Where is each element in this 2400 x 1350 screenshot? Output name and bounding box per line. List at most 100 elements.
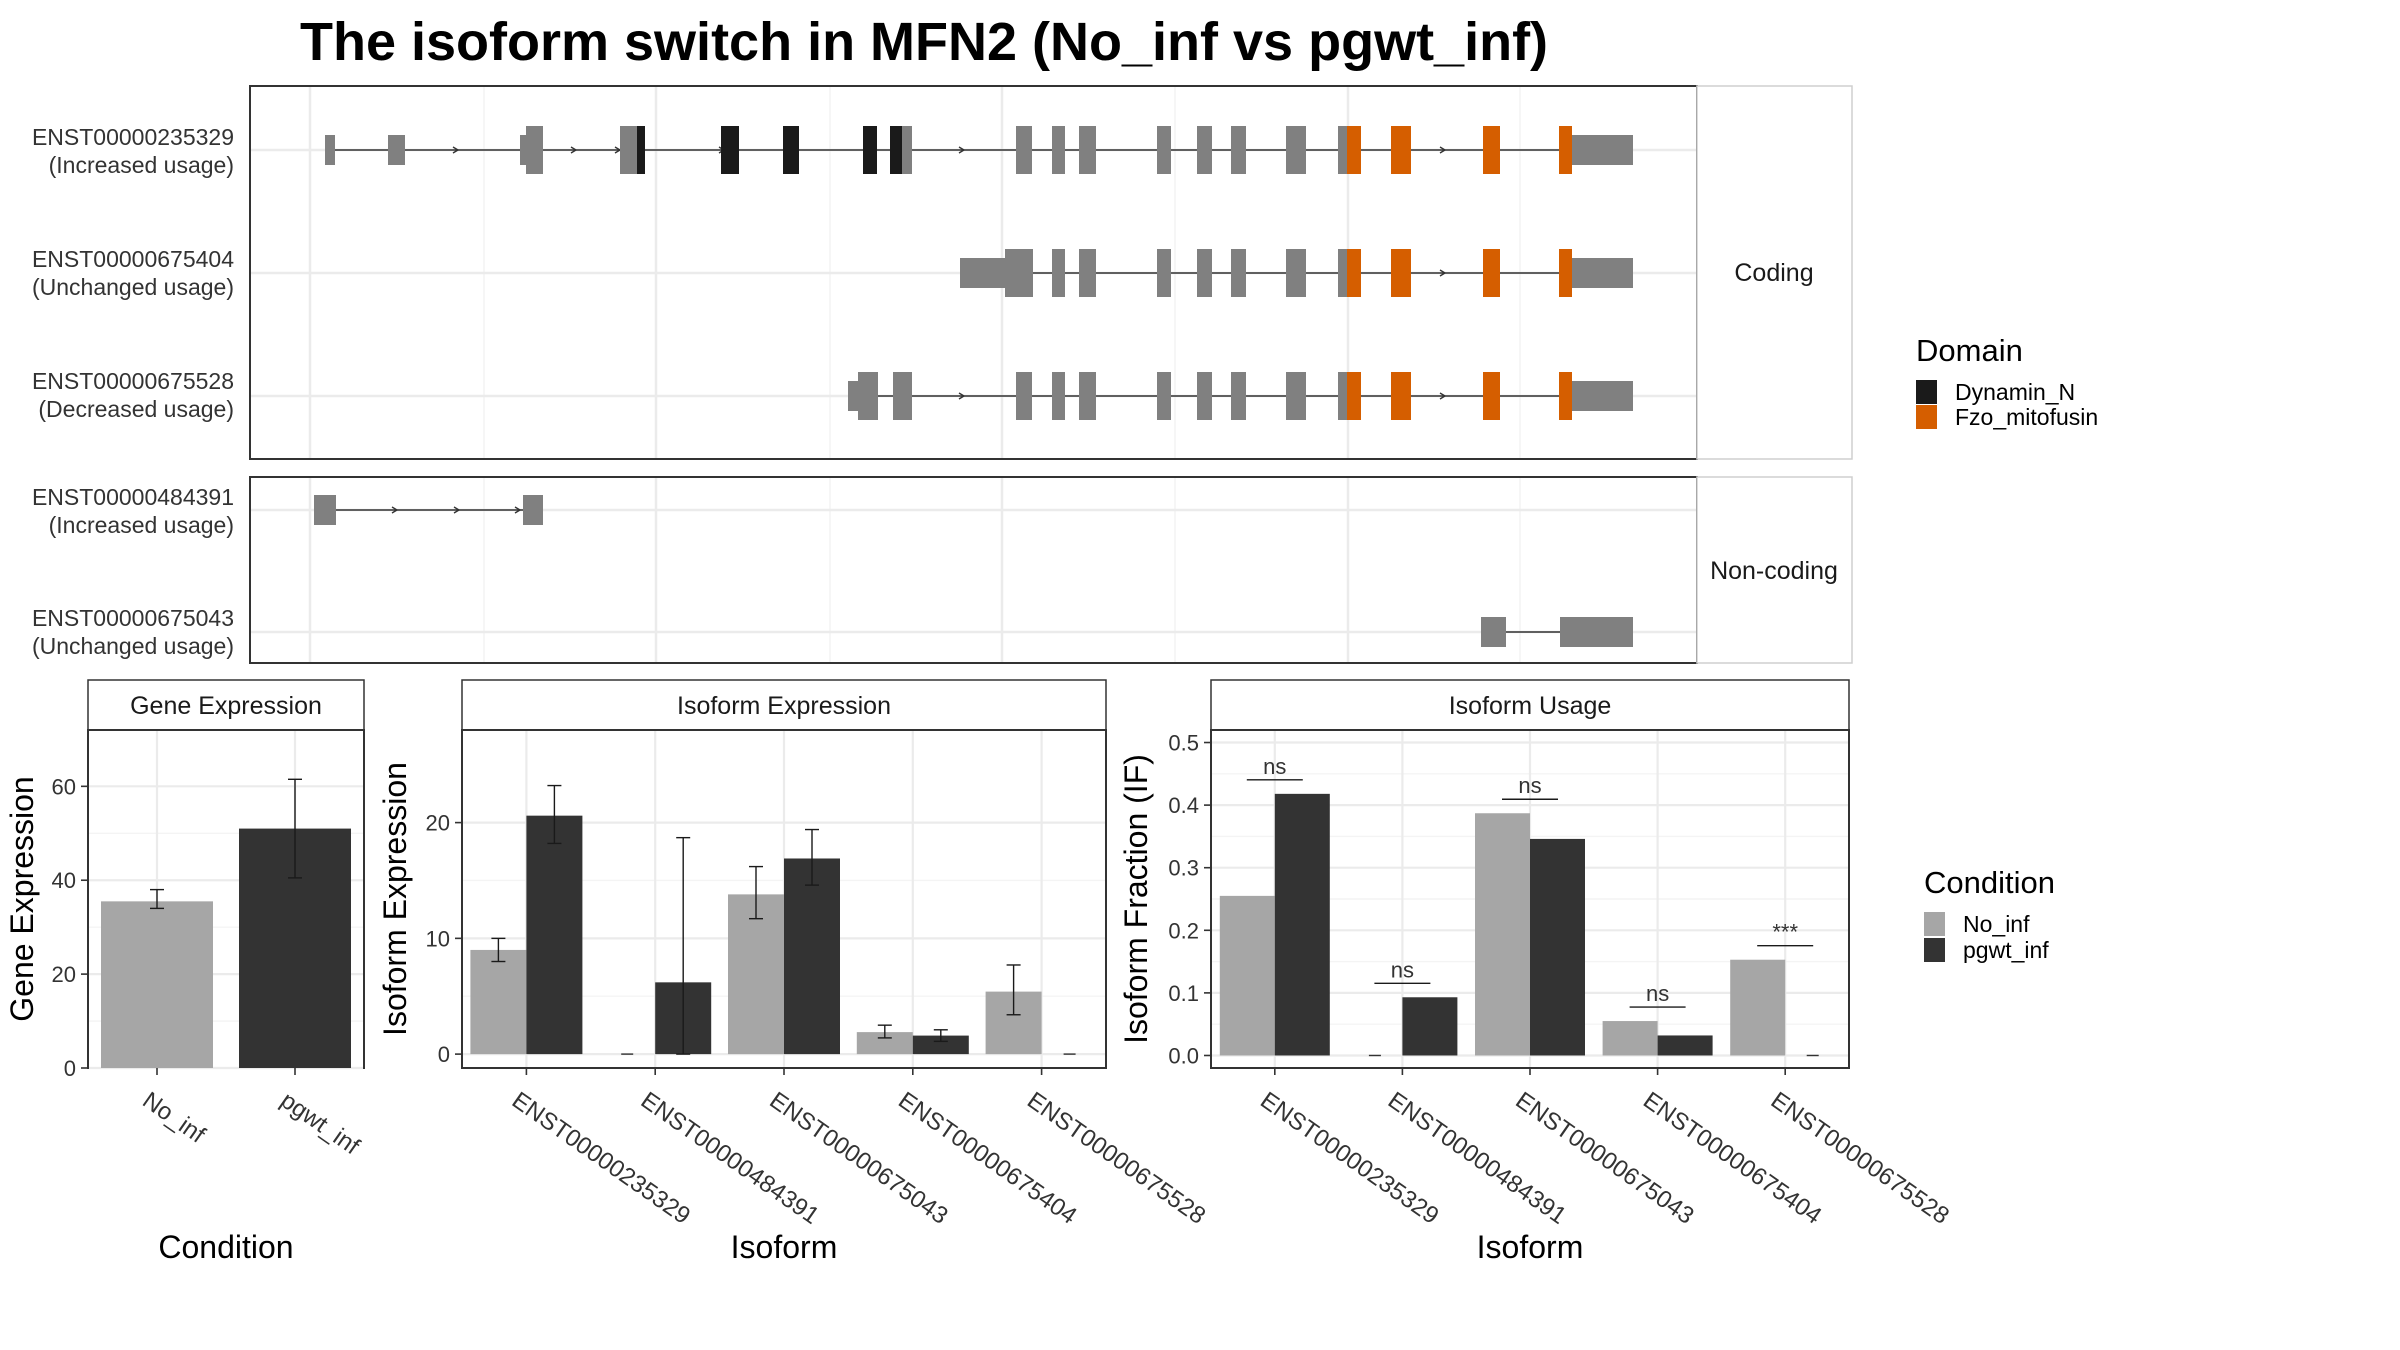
bar: [1475, 813, 1530, 1056]
exon: [388, 135, 405, 165]
significance-label: ns: [1263, 754, 1286, 779]
exon: [520, 135, 528, 165]
exon-fzo-mitofusin: [1483, 126, 1500, 174]
transcript-id-label: ENST00000675043: [32, 605, 234, 631]
legend-label-pgwt-inf: pgwt_inf: [1963, 937, 2049, 963]
exon-dynamin-n: [721, 126, 739, 174]
legend-label-fzo-mitofusin: Fzo_mitofusin: [1955, 404, 2098, 430]
exon-fzo-mitofusin: [1391, 372, 1411, 420]
significance-label: ns: [1391, 957, 1414, 982]
exon-fzo-mitofusin: [1483, 249, 1500, 297]
exon: [1338, 126, 1347, 174]
exon: [1157, 249, 1171, 297]
bar: [1730, 959, 1786, 1056]
exon: [523, 495, 543, 525]
exon: [1197, 372, 1212, 420]
exon: [1197, 249, 1212, 297]
noncoding-strip-label: Non-coding: [1710, 557, 1838, 585]
strand-arrow: [1439, 392, 1447, 400]
y-tick-label: 0.4: [1168, 793, 1199, 818]
isoform-expression-y-title: Isoform Expression: [377, 762, 413, 1036]
transcript-id-label: ENST00000235329: [32, 124, 234, 150]
exon-dynamin-n: [863, 126, 877, 174]
exon: [1052, 249, 1065, 297]
transcript-usage-label: (Increased usage): [49, 152, 234, 178]
exon-dynamin-n: [783, 126, 799, 174]
bar: [1657, 1035, 1713, 1056]
bar: [1602, 1021, 1658, 1056]
y-tick-label: 0.1: [1168, 981, 1199, 1006]
y-tick-label: 0.3: [1168, 856, 1199, 881]
domain-legend-title: Domain: [1916, 333, 2023, 368]
strand-arrow: [453, 506, 461, 514]
exon: [1286, 249, 1306, 297]
exon: [858, 372, 878, 420]
transcript-usage-label: (Increased usage): [49, 512, 234, 538]
transcript-usage-label: (Unchanged usage): [32, 274, 234, 300]
isoform-usage-strip-label: Isoform Usage: [1449, 692, 1612, 720]
exon: [1005, 249, 1033, 297]
exon: [1338, 249, 1347, 297]
y-tick-label: 20: [52, 962, 76, 987]
exon: [1157, 126, 1171, 174]
exon: [620, 126, 637, 174]
gene-expression-strip-label: Gene Expression: [130, 692, 322, 720]
bar: [1402, 997, 1458, 1056]
exon: [1052, 126, 1065, 174]
gene-expression-bars: [101, 778, 351, 1068]
isoform-usage-x-title: Isoform: [1477, 1229, 1584, 1265]
exon: [1481, 617, 1506, 647]
exon: [960, 258, 1005, 288]
isoform-usage-y-title: Isoform Fraction (IF): [1118, 754, 1154, 1044]
structure-panel-noncoding: Non-coding: [249, 476, 1853, 664]
bar: [470, 949, 527, 1055]
exon: [1079, 126, 1096, 174]
bar: [784, 858, 840, 1055]
legend-label-dynamin-n: Dynamin_N: [1955, 379, 2075, 405]
figure-title: The isoform switch in MFN2 (No_inf vs pg…: [300, 12, 1548, 72]
exon-fzo-mitofusin: [1559, 249, 1572, 297]
exon: [1016, 126, 1032, 174]
y-tick-label: 0.0: [1168, 1043, 1199, 1068]
exon: [1231, 249, 1246, 297]
y-tick-label: 0.2: [1168, 918, 1199, 943]
strand-arrow: [514, 506, 522, 514]
gene-expression-x-title: Condition: [158, 1229, 293, 1265]
y-tick-label: 60: [52, 774, 76, 799]
coding-transcripts: [325, 126, 1633, 420]
exon: [1572, 258, 1633, 288]
exon: [1286, 126, 1306, 174]
coding-strip-label: Coding: [1734, 259, 1813, 287]
bar: [1219, 895, 1275, 1056]
exon: [902, 126, 912, 174]
exon: [1572, 135, 1633, 165]
legend-key-pgwt-inf: [1924, 938, 1945, 962]
bar: [1530, 838, 1585, 1056]
exon-dynamin-n: [890, 126, 902, 174]
noncoding-strip: [1696, 476, 1853, 664]
strand-arrow: [1439, 146, 1447, 154]
transcript-usage-label: (Unchanged usage): [32, 633, 234, 659]
strand-arrow: [570, 146, 578, 154]
exon: [1197, 126, 1212, 174]
legend-key-dynamin-n: [1916, 380, 1937, 404]
isoform-usage-bars: ns ns ns ns ***: [1219, 754, 1819, 1057]
exon-fzo-mitofusin: [1347, 249, 1361, 297]
transcript-id-label: ENST00000675404: [32, 246, 234, 272]
exon-dynamin-n: [637, 126, 645, 174]
exon: [325, 135, 335, 165]
isoform-usage-panel: Isoform Usage ns ns ns ns *** 0.0 0.1 0.2 0.3 0.…: [1118, 679, 1954, 1265]
y-tick-label: 10: [426, 926, 450, 951]
exon: [1231, 372, 1246, 420]
exon: [1286, 372, 1306, 420]
isoform-expression-x-title: Isoform: [731, 1229, 838, 1265]
noncoding-transcripts: [314, 495, 1633, 647]
exon: [1079, 372, 1096, 420]
legend-label-no-inf: No_inf: [1963, 911, 2030, 937]
exon: [1157, 372, 1171, 420]
strand-arrow: [391, 506, 399, 514]
exon: [1338, 372, 1347, 420]
y-tick-label: 40: [52, 868, 76, 893]
bar: [1274, 793, 1330, 1056]
